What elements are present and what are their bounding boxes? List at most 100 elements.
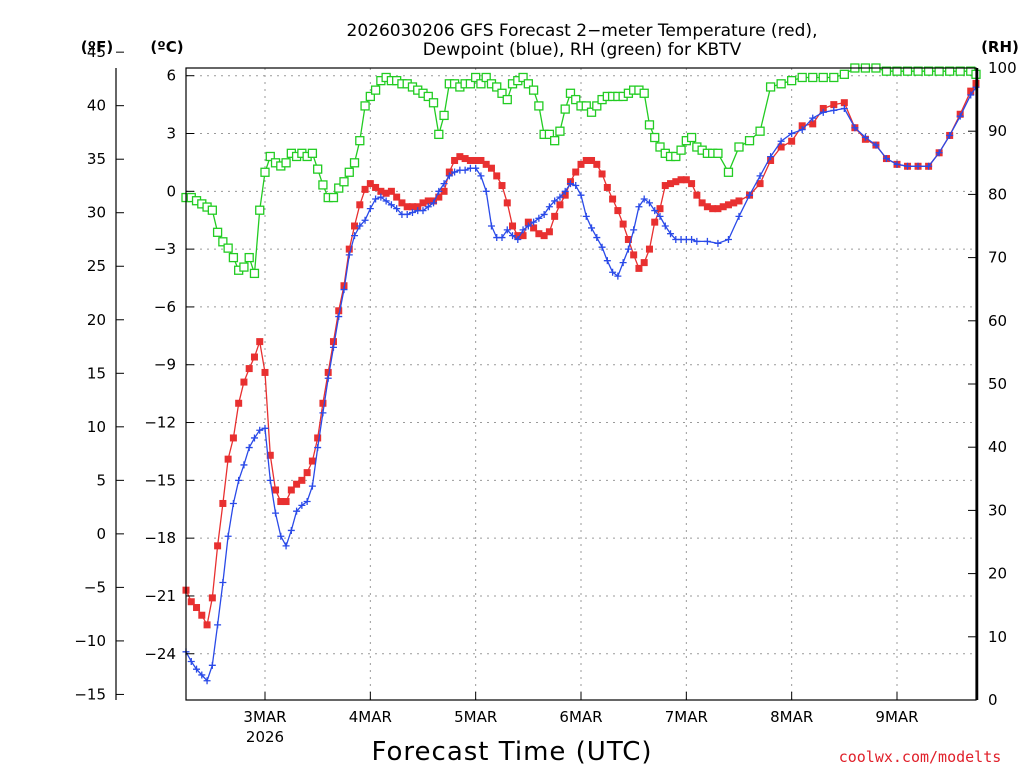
celsius-tick-label: −24 [144,645,176,663]
rh-point [218,237,228,247]
rh-point [671,151,681,162]
chart-title-line2: Dewpoint (blue), RH (green) for KBTV [423,40,742,60]
dewpoint-point [830,106,838,114]
rh-point [592,101,602,111]
dewpoint-point [609,268,617,276]
dewpoint-point [219,578,227,586]
rh-point [307,148,318,158]
dewpoint-point [735,212,743,220]
temperature-point [609,195,617,203]
temperature-point [445,168,453,176]
dewpoint-point [967,91,975,99]
temperature-point [582,156,590,164]
celsius-tick-label: −21 [144,587,176,605]
rh-point [428,98,439,108]
dewpoint-point [588,224,596,232]
rh-point [713,148,723,158]
temperature-point [672,178,680,186]
dewpoint-point [635,203,643,211]
fahrenheit-tick-label: 45 [87,43,106,61]
rh-point [892,66,902,76]
dewpoint-point [556,193,564,201]
rh-point [249,268,260,279]
rh-point [676,145,686,155]
dewpoint-point [656,212,664,220]
temperature-point [229,434,237,442]
dewpoint-point [198,671,206,679]
x-tick-label: 6MAR [559,708,602,726]
celsius-tick-label: −6 [154,298,176,316]
temperature-point [435,193,443,201]
dewpoint-point [509,232,517,240]
rh-point [339,177,349,187]
temperature-point [456,153,464,161]
dewpoint-point [503,226,511,234]
temperature-point [667,180,675,188]
fahrenheit-tick-label: 25 [87,257,106,275]
rh-point [934,66,944,76]
dewpoint-point [630,226,638,234]
dewpoint-point [419,207,427,215]
rh-point [481,72,491,83]
rh-point [360,101,370,111]
temperature-point [366,180,374,188]
temperature-point [303,469,311,477]
dewpoint-point [798,126,806,134]
temperature-point [540,232,548,240]
dewpoint-point [651,207,659,215]
x-tick-label: 7MAR [665,708,708,726]
temperature-point [556,201,564,209]
dewpoint-point [461,166,469,174]
temperature-point [624,235,632,243]
celsius-tick-label: −3 [154,240,176,258]
dewpoint-point [840,104,848,112]
rh-point [355,136,365,146]
rh-point [313,164,323,174]
temperature-point [208,594,216,602]
temperature-point [466,156,474,164]
temperature-point [572,168,580,176]
temperature-point [308,457,316,465]
dewpoint-point [187,657,195,665]
x-tick-label: 9MAR [875,708,918,726]
temperature-point [282,498,290,506]
temperature-point [240,378,248,386]
fahrenheit-tick-label: 40 [87,97,106,115]
temperature-point [577,160,585,168]
temperature-point [651,218,659,226]
dewpoint-point [603,257,611,265]
temperature-point [214,542,222,550]
rh-point [650,132,660,143]
rh-point [787,75,797,86]
dewpoint-point [208,661,216,669]
fahrenheit-tick-label: −15 [74,685,106,703]
temperature-point [287,486,295,494]
rh-point [212,227,223,237]
dewpoint-point [572,182,580,190]
temperature-point [203,621,211,629]
rh-point [881,66,892,76]
temperature-point [493,172,501,180]
temperature-point [598,170,606,178]
dewpoint-point [377,193,385,201]
dewpoint-point [482,187,490,195]
dewpoint-point [424,203,432,211]
temperature-point [472,156,480,164]
temperature-point [724,201,732,209]
dewpoint-point [430,199,438,207]
temperature-point [256,338,264,346]
rh-point [207,205,217,215]
temperature-point [345,245,353,253]
dewpoint-point [261,424,269,432]
dewpoint-point [303,498,311,506]
dewpoint-point [514,235,522,243]
rh-point [223,243,233,253]
dewpoint-point [451,168,459,176]
dewpoint-point [235,476,243,484]
rh-tick-label: 100 [988,59,1017,77]
dewpoint-point [667,230,675,238]
dewpoint-point [530,218,538,226]
rh-tick-label: 50 [988,375,1007,393]
temperature-point [335,307,343,315]
